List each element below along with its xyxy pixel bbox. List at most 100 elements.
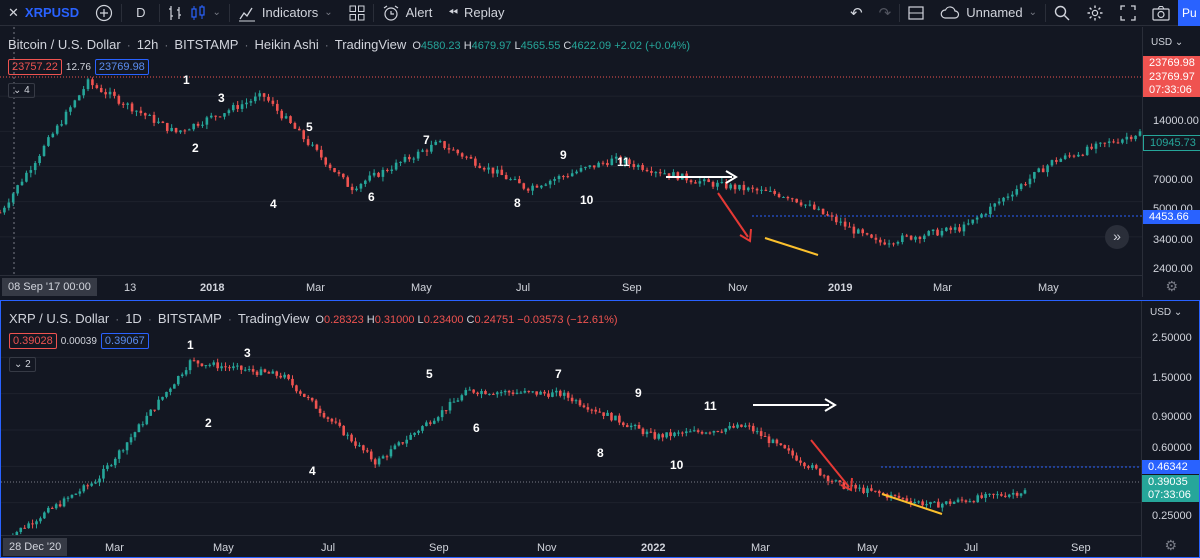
candle (209, 115, 213, 118)
candle (478, 165, 482, 168)
publish-button[interactable]: Pu (1178, 0, 1200, 26)
candle (220, 366, 223, 369)
fullscreen-button[interactable] (1112, 0, 1144, 26)
scroll-to-latest-button[interactable]: » (1105, 225, 1129, 249)
candle (628, 159, 631, 165)
candle (54, 504, 58, 509)
candle (592, 165, 596, 168)
low-value: 4565.55 (520, 40, 561, 52)
xrp-chart-pane[interactable]: XRP / U.S. Dollar · 1D · BITSTAMP · Trad… (0, 300, 1200, 558)
indicators-button[interactable]: Indicators ⌄ (230, 0, 341, 26)
spread-value: 0.00039 (60, 335, 97, 347)
candle (637, 425, 641, 429)
candle (866, 488, 869, 493)
btc-price-plot[interactable] (0, 27, 1142, 275)
candle (830, 215, 834, 217)
candle (586, 407, 590, 410)
candle (807, 466, 810, 468)
wave-label: 9 (560, 148, 567, 162)
alert-button[interactable]: Alert (374, 0, 441, 26)
buy-button[interactable]: 0.39067 (100, 333, 149, 349)
btc-chart-pane[interactable]: Bitcoin / U.S. Dollar · 12h · BITSTAMP ·… (0, 27, 1200, 297)
wave-label: 4 (309, 464, 316, 478)
sell-button[interactable]: 0.39028 (9, 333, 57, 349)
exchange: BITSTAMP (174, 37, 239, 52)
candle (913, 502, 917, 504)
candle (180, 374, 184, 376)
xrp-price-axis[interactable]: USD ⌄ 2.50000 1.50000 0.90000 0.60000 0.… (1141, 301, 1199, 557)
divider (899, 3, 901, 22)
time-tick: May (857, 542, 878, 554)
candle (139, 110, 143, 114)
candle (141, 424, 145, 426)
price-tick: 0.90000 (1152, 411, 1192, 423)
candle (216, 362, 219, 369)
candle (98, 478, 101, 483)
candle (117, 450, 121, 459)
sell-button[interactable]: 23757.22 (8, 59, 62, 75)
xrp-time-axis[interactable]: 28 Dec '20 Mar May Jul Sep Nov 2022 Mar … (1, 535, 1141, 557)
candle (1129, 136, 1133, 140)
separator: · (147, 312, 152, 326)
currency-selector[interactable]: USD ⌄ (1150, 307, 1183, 318)
btc-price-axis[interactable]: USD ⌄ 23769.98 23769.97 07:33:06 14000.0… (1142, 27, 1200, 297)
candle (271, 371, 275, 374)
candle (698, 181, 702, 184)
candle (579, 168, 583, 172)
candle (342, 173, 345, 178)
save-layout-button[interactable]: Unnamed ⌄ (932, 0, 1045, 26)
symbol-search-button[interactable]: ✕ XRPUSD (0, 0, 87, 26)
redo-button[interactable]: ↷ (871, 0, 900, 26)
separator: · (227, 312, 232, 326)
candle (1004, 495, 1007, 497)
candle (610, 412, 613, 421)
search-button[interactable] (1046, 0, 1078, 26)
candle (962, 224, 966, 232)
replay-button[interactable]: ⏪︎ Replay (440, 0, 512, 26)
candle (482, 167, 486, 170)
candle (526, 188, 530, 191)
btc-time-axis[interactable]: 08 Sep '17 00:00 13 2018 Mar May Jul Sep… (0, 275, 1142, 297)
candle (474, 158, 477, 166)
chart-type-button[interactable]: ⌄ (160, 0, 228, 26)
candle (952, 501, 956, 504)
candle (157, 399, 160, 410)
candle (484, 391, 487, 395)
gear-icon[interactable]: ⚙ (1165, 278, 1178, 294)
candle (232, 366, 235, 369)
snapshot-button[interactable] (1144, 0, 1178, 26)
indicators-collapse-button[interactable]: ⌄ 2 (9, 357, 36, 372)
templates-button[interactable] (341, 0, 373, 26)
interval-button[interactable]: D (122, 0, 159, 26)
candle (566, 176, 570, 178)
candle (152, 114, 156, 123)
indicators-collapse-button[interactable]: ⌄ 4 (8, 83, 35, 98)
candle (417, 430, 420, 433)
candle (1050, 160, 1054, 166)
candle (104, 92, 107, 95)
candle (19, 527, 23, 532)
candle (811, 465, 814, 468)
candle (472, 389, 475, 393)
sideways-arrow-head (824, 398, 837, 412)
undo-button[interactable]: ↶ (842, 0, 871, 26)
candle (865, 233, 869, 235)
candle (602, 412, 605, 416)
layout-button[interactable] (900, 0, 932, 26)
candle (306, 396, 310, 398)
candle (992, 493, 995, 495)
gear-icon[interactable]: ⚙ (1164, 537, 1177, 553)
candle (598, 411, 601, 413)
candle (814, 465, 818, 469)
candle (94, 482, 97, 484)
compare-button[interactable] (87, 0, 121, 26)
candle (386, 169, 389, 171)
candle (861, 229, 865, 234)
buy-button[interactable]: 23769.98 (94, 59, 149, 75)
settings-button[interactable] (1078, 0, 1112, 26)
currency-selector[interactable]: USD ⌄ (1151, 37, 1184, 48)
candle (504, 175, 508, 180)
candle (113, 91, 116, 96)
candle (148, 114, 151, 116)
xrp-price-plot[interactable] (1, 301, 1141, 535)
